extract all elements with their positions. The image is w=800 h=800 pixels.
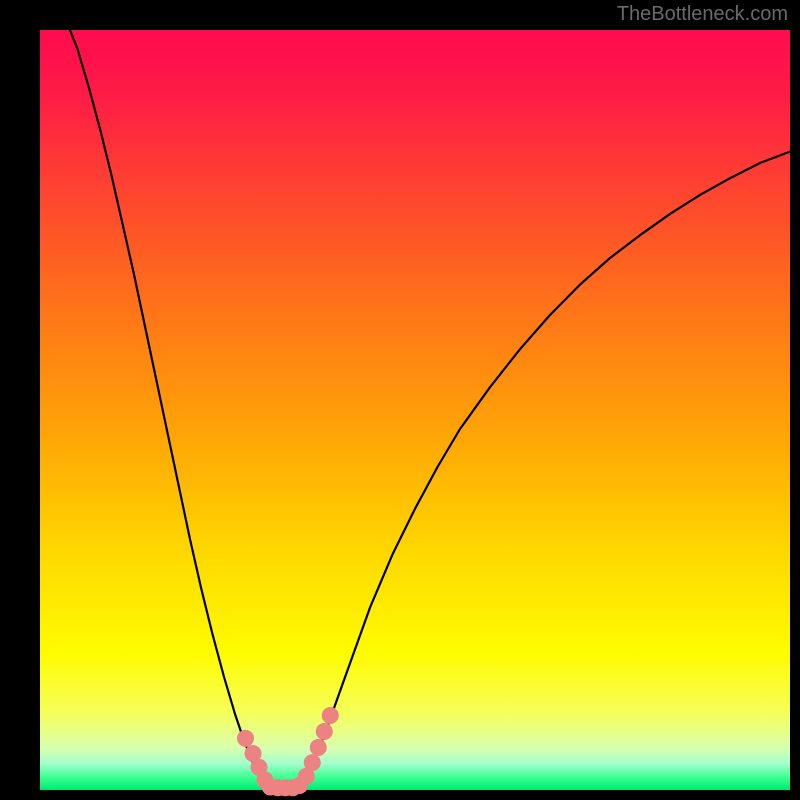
marker-dot	[322, 708, 338, 724]
marker-dot	[316, 723, 332, 739]
marker-group	[238, 708, 339, 796]
watermark-label: TheBottleneck.com	[617, 3, 788, 26]
plot-svg-overlay	[40, 30, 790, 790]
marker-dot	[310, 739, 326, 755]
plot-area	[40, 30, 790, 790]
chart-stage: TheBottleneck.com	[0, 0, 800, 800]
bottleneck-curve	[70, 30, 790, 790]
marker-dot	[304, 755, 320, 771]
marker-dot	[238, 730, 254, 746]
